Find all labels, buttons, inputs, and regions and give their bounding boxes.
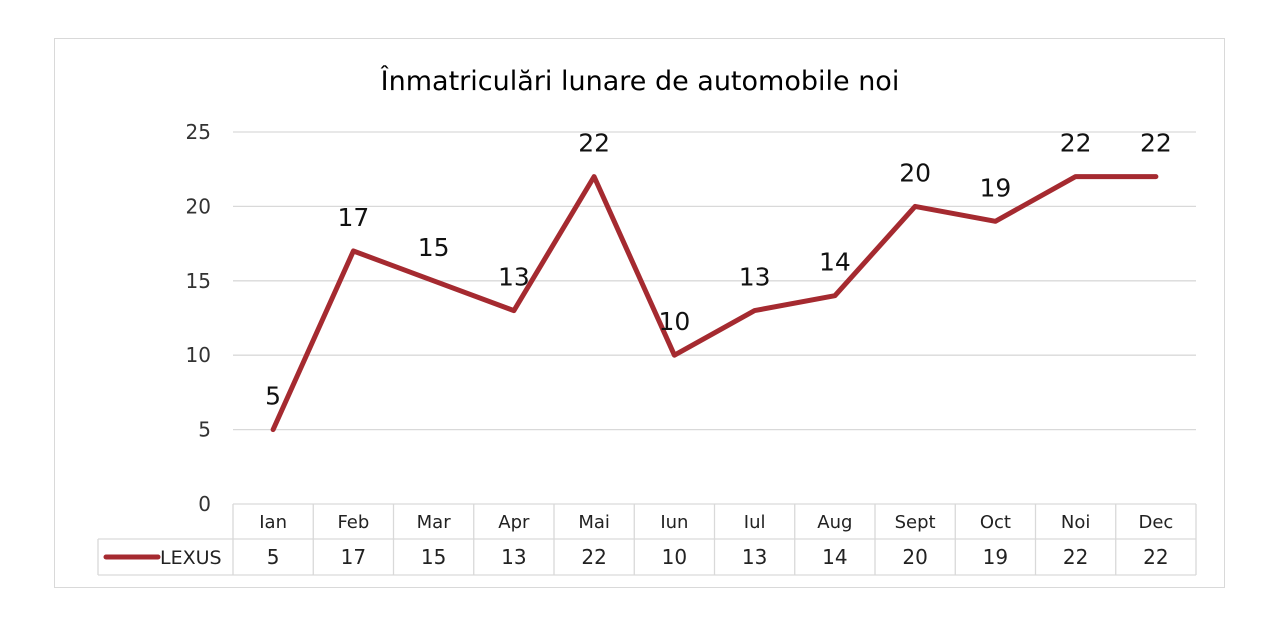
data-label: 20 bbox=[899, 158, 931, 187]
table-cell-value: 13 bbox=[742, 545, 767, 569]
data-label: 14 bbox=[819, 248, 851, 277]
legend-series-name: LEXUS bbox=[160, 547, 222, 569]
x-tick-label: Aug bbox=[817, 512, 852, 533]
table-cell-value: 10 bbox=[662, 545, 687, 569]
x-tick-label: Mai bbox=[578, 512, 610, 533]
data-label: 5 bbox=[265, 382, 281, 411]
x-tick-label: Iul bbox=[744, 512, 766, 533]
y-axis: 0 5 10 15 20 25 bbox=[186, 120, 211, 516]
table-cell-value: 22 bbox=[1143, 545, 1168, 569]
data-table: Ian 5 Feb 17 Mar 15 Apr 13 Mai 22 Iun 10 Iul 13 Aug 14 S… bbox=[97, 503, 1197, 576]
x-tick-label: Mar bbox=[417, 512, 452, 533]
x-tick-label: Apr bbox=[498, 512, 530, 533]
data-label: 22 bbox=[578, 129, 610, 158]
table-cell-value: 13 bbox=[501, 545, 526, 569]
data-label: 13 bbox=[739, 263, 771, 292]
x-tick-label: Dec bbox=[1138, 512, 1173, 533]
table-cell-value: 15 bbox=[421, 545, 446, 569]
table-cell-value: 17 bbox=[341, 545, 366, 569]
data-label: 10 bbox=[658, 307, 690, 336]
x-tick-label: Feb bbox=[337, 512, 369, 533]
data-label: 22 bbox=[1140, 129, 1172, 158]
y-tick-label: 25 bbox=[186, 120, 211, 144]
chart-frame bbox=[54, 38, 1225, 588]
series-lexus bbox=[270, 174, 1159, 433]
table-cell-value: 19 bbox=[983, 545, 1008, 569]
x-tick-label: Ian bbox=[259, 512, 287, 533]
data-label: 13 bbox=[498, 263, 530, 292]
data-label: 17 bbox=[337, 203, 369, 232]
data-label: 22 bbox=[1060, 129, 1092, 158]
gridlines bbox=[233, 131, 1196, 431]
x-tick-label: Sept bbox=[895, 512, 936, 533]
table-cell-value: 22 bbox=[581, 545, 606, 569]
data-labels: 5 17 15 13 22 10 13 14 20 19 22 22 bbox=[265, 129, 1172, 411]
y-tick-label: 15 bbox=[186, 269, 211, 293]
series-line bbox=[270, 174, 1159, 433]
x-tick-label: Oct bbox=[980, 512, 1011, 533]
table-cell-value: 20 bbox=[902, 545, 927, 569]
table-cell-value: 14 bbox=[822, 545, 847, 569]
y-tick-label: 20 bbox=[186, 194, 211, 218]
y-tick-label: 0 bbox=[198, 492, 211, 516]
data-label: 19 bbox=[979, 173, 1011, 202]
data-label: 15 bbox=[418, 233, 450, 262]
table-cell-value: 5 bbox=[267, 545, 280, 569]
x-tick-label: Noi bbox=[1061, 512, 1090, 533]
x-tick-label: Iun bbox=[660, 512, 688, 533]
y-tick-label: 5 bbox=[198, 418, 211, 442]
y-tick-label: 10 bbox=[186, 343, 211, 367]
chart-title: Înmatriculări lunare de automobile noi bbox=[380, 65, 900, 97]
table-cell-value: 22 bbox=[1063, 545, 1088, 569]
